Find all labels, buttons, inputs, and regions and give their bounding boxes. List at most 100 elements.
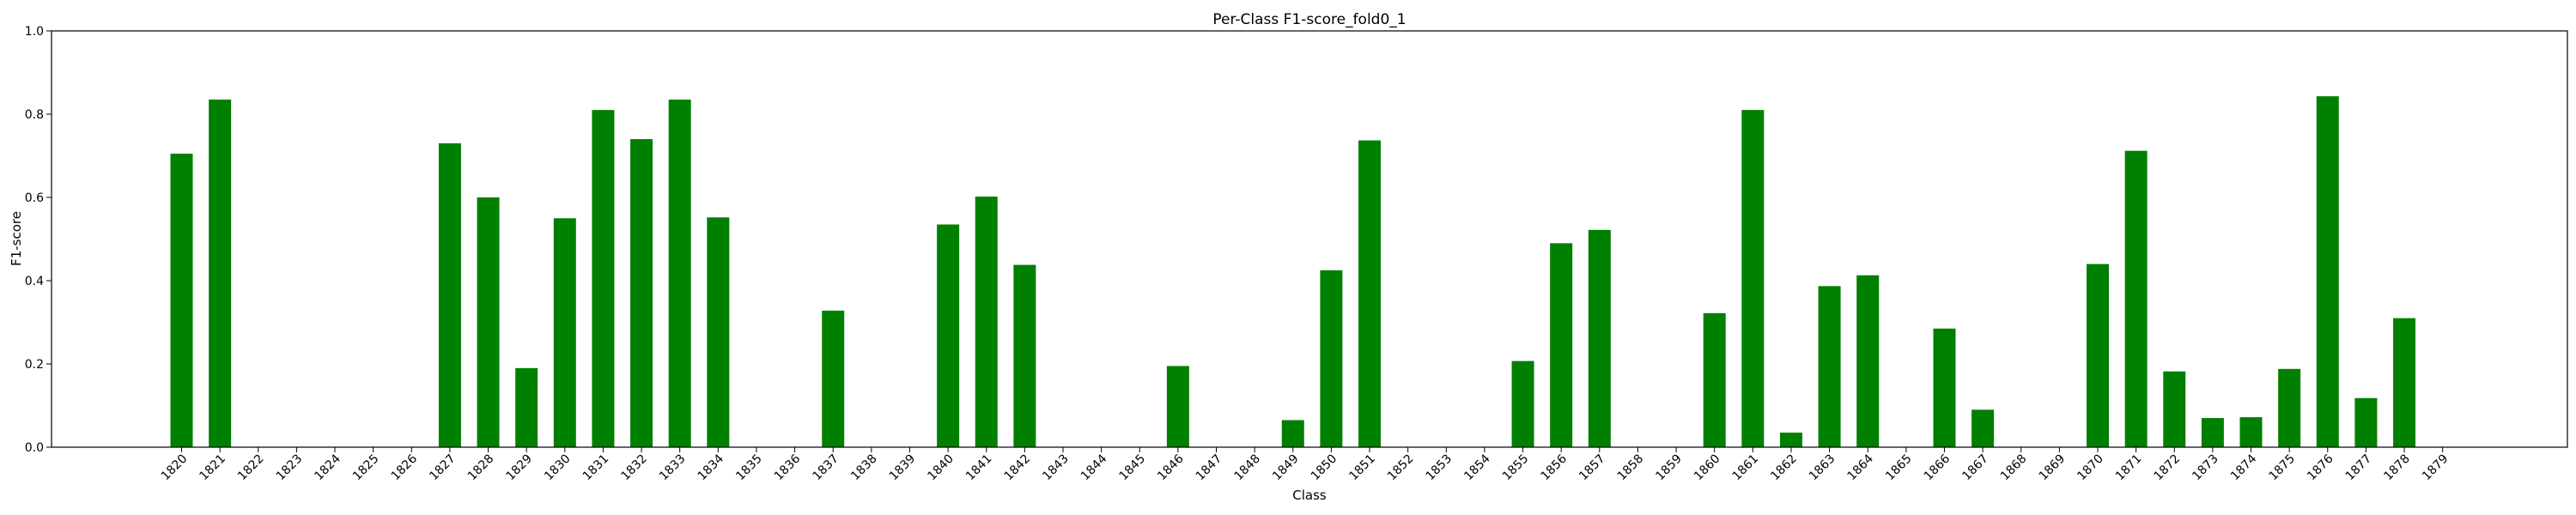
bar-1842 [1013,264,1036,447]
bar-1830 [553,218,576,447]
y-tick-label: 0.2 [25,358,44,372]
bar-1870 [2087,264,2109,447]
bar-1863 [1818,286,1841,447]
bar-1867 [1971,409,1995,447]
bar-1874 [2239,417,2263,447]
x-tick-label: 1868 [1998,452,2030,484]
x-tick-label: 1873 [2190,452,2221,484]
x-tick-label: 1854 [1461,451,1493,483]
x-tick-label: 1841 [963,452,995,484]
x-tick-label: 1835 [733,452,765,484]
bar-1857 [1588,229,1611,447]
chart-title: Per-Class F1-score_fold0_1 [1212,11,1406,28]
x-tick-label: 1830 [542,452,574,484]
bar-1860 [1703,312,1726,447]
x-tick-label: 1864 [1845,451,1877,483]
bar-1832 [630,139,653,447]
x-tick-label: 1845 [1117,452,1149,484]
bar-1828 [477,197,500,447]
x-tick-label: 1860 [1692,452,1723,484]
y-axis-label: F1-score [9,211,24,266]
x-tick-label: 1874 [2228,451,2260,483]
y-tick-label: 0.6 [25,191,44,205]
x-tick-label: 1871 [2113,452,2145,484]
x-tick-label: 1863 [1807,452,1838,484]
y-tick-label: 0.4 [25,275,44,288]
x-tick-label: 1822 [235,452,267,484]
x-tick-label: 1828 [465,452,497,484]
bar-1834 [707,217,730,447]
x-tick-label: 1879 [2420,452,2451,484]
bar-1864 [1856,275,1880,447]
x-tick-label: 1872 [2152,452,2184,484]
y-tick-label: 0.0 [25,441,44,455]
x-tick-label: 1856 [1538,451,1570,483]
bar-1849 [1281,420,1304,447]
x-tick-label: 1878 [2381,452,2413,484]
bar-1872 [2163,371,2186,447]
x-tick-label: 1855 [1500,452,1532,484]
x-tick-label: 1867 [1959,452,1991,484]
bar-1871 [2124,150,2148,447]
x-tick-label: 1876 [2305,451,2336,483]
bar-1846 [1166,366,1189,447]
x-tick-label: 1851 [1346,452,1378,484]
bar-1827 [438,142,461,447]
x-tick-label: 1850 [1309,452,1340,484]
x-axis-ticks: 1820 1821 1822 1823 1824 1825 1826 1827 1828 1829… [159,447,2451,483]
x-tick-label: 1866 [1922,451,1953,483]
bar-1831 [592,110,615,447]
x-axis-label: Class [1292,488,1327,503]
x-tick-label: 1875 [2266,452,2298,484]
x-tick-label: 1840 [925,452,957,484]
bars-group [170,96,2416,448]
bar-1833 [668,100,691,448]
x-tick-label: 1844 [1078,451,1110,483]
plot-frame [51,30,2568,448]
bar-1875 [2278,368,2301,447]
x-tick-label: 1820 [159,452,191,484]
x-tick-label: 1846 [1155,451,1187,483]
x-tick-label: 1869 [2037,452,2069,484]
x-tick-label: 1829 [503,452,535,484]
bar-1873 [2201,418,2224,447]
x-tick-label: 1827 [427,452,459,484]
x-tick-label: 1877 [2343,452,2375,484]
bar-1821 [209,100,232,448]
x-tick-label: 1843 [1040,452,1072,484]
x-tick-label: 1839 [887,452,919,484]
x-tick-label: 1821 [197,452,228,484]
x-tick-label: 1870 [2075,452,2106,484]
y-tick-label: 1.0 [25,25,44,39]
bar-1855 [1511,360,1534,447]
bar-1866 [1933,328,1956,447]
x-tick-label: 1842 [1002,452,1034,484]
bar-1862 [1779,433,1802,447]
bar-1876 [2316,96,2339,448]
bar-1850 [1320,270,1343,447]
x-tick-label: 1831 [580,452,612,484]
x-tick-label: 1852 [1385,452,1417,484]
x-tick-label: 1862 [1768,452,1800,484]
x-tick-label: 1861 [1730,452,1762,484]
bar-1878 [2393,318,2416,447]
x-tick-label: 1837 [811,452,842,484]
bar-1877 [2354,397,2378,447]
y-tick-label: 0.8 [25,108,44,122]
x-tick-label: 1824 [312,451,343,483]
bar-1837 [822,310,845,447]
x-tick-label: 1825 [350,452,382,484]
x-tick-label: 1826 [389,451,421,483]
x-tick-label: 1834 [696,451,727,483]
bar-1851 [1358,140,1382,447]
x-tick-label: 1836 [772,451,804,483]
x-tick-label: 1858 [1615,452,1647,484]
x-tick-label: 1865 [1883,452,1915,484]
bar-1820 [170,154,193,447]
x-tick-label: 1849 [1270,452,1302,484]
x-tick-label: 1859 [1653,452,1685,484]
bar-1861 [1741,110,1765,447]
x-tick-label: 1833 [657,452,689,484]
bar-1840 [937,224,960,447]
